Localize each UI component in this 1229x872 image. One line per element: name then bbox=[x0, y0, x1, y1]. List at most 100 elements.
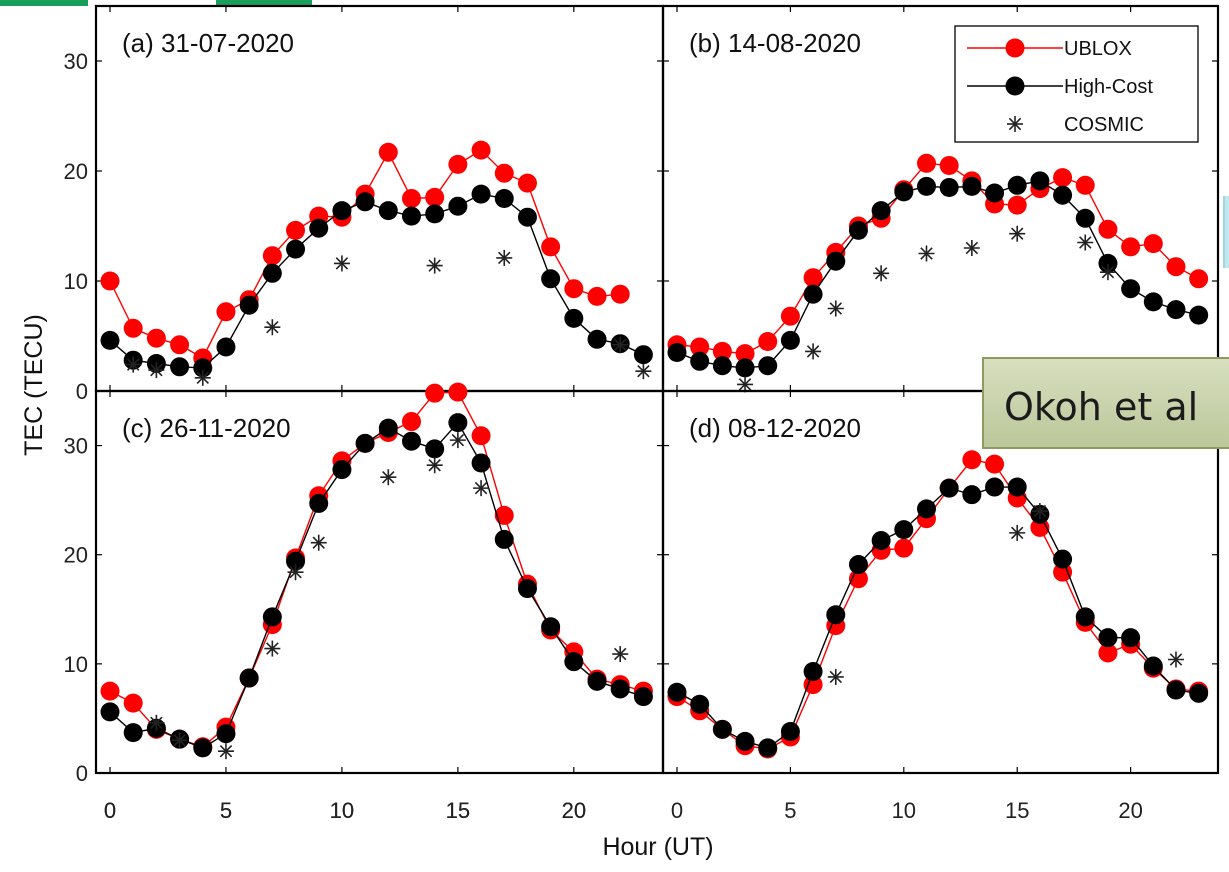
cosmic-point bbox=[827, 300, 844, 317]
high-cost-point bbox=[894, 182, 914, 202]
panel-title: (a) 31-07-2020 bbox=[122, 28, 294, 58]
y-tick-label: 20 bbox=[64, 543, 88, 568]
high-cost-point bbox=[1166, 680, 1186, 700]
corner-bar-green-left bbox=[0, 0, 88, 6]
high-cost-point bbox=[123, 723, 143, 743]
high-cost-point bbox=[1143, 292, 1163, 312]
x-tick-label: 0 bbox=[104, 798, 116, 823]
high-cost-point bbox=[286, 239, 306, 259]
high-cost-point bbox=[239, 668, 259, 688]
high-cost-point bbox=[425, 204, 445, 224]
high-cost-point bbox=[962, 485, 982, 505]
ublox-point bbox=[894, 538, 914, 558]
high-cost-point bbox=[564, 652, 584, 672]
cosmic-point bbox=[918, 245, 935, 262]
cosmic-point bbox=[1099, 264, 1116, 281]
high-cost-point bbox=[262, 607, 282, 627]
x-tick-label: 5 bbox=[784, 798, 796, 823]
high-cost-point bbox=[1121, 279, 1141, 299]
ublox-point bbox=[564, 279, 584, 299]
cosmic-point bbox=[310, 534, 327, 551]
high-cost-point bbox=[216, 337, 236, 357]
high-cost-point bbox=[494, 189, 514, 208]
legend-label: COSMIC bbox=[1064, 114, 1144, 136]
ublox-point bbox=[425, 187, 445, 207]
okoh-note-text: Okoh et al bbox=[1004, 385, 1199, 429]
high-cost-point bbox=[939, 178, 959, 197]
x-tick-label: 20 bbox=[1118, 798, 1142, 823]
cosmic-point bbox=[612, 336, 629, 353]
high-cost-point bbox=[517, 207, 537, 227]
ublox-point bbox=[100, 681, 120, 701]
high-cost-point bbox=[712, 719, 732, 739]
ublox-point bbox=[541, 237, 561, 257]
ublox-point bbox=[735, 344, 755, 364]
high-cost-point bbox=[758, 738, 778, 758]
high-cost-point bbox=[541, 617, 561, 637]
ublox-line bbox=[109, 149, 621, 359]
cosmic-point bbox=[635, 363, 652, 380]
cosmic-point bbox=[426, 457, 443, 474]
x-tick-label: 5 bbox=[220, 798, 232, 823]
ublox-line bbox=[109, 391, 644, 748]
ublox-point bbox=[758, 332, 778, 351]
high-cost-point bbox=[1143, 656, 1163, 676]
ublox-point bbox=[494, 505, 514, 525]
high-cost-point bbox=[471, 453, 491, 473]
ublox-point bbox=[1098, 219, 1118, 239]
high-cost-point bbox=[1053, 549, 1073, 569]
ublox-point bbox=[939, 156, 959, 175]
cosmic-point bbox=[194, 369, 211, 386]
ublox-point bbox=[1121, 237, 1141, 257]
x-tick-label: 10 bbox=[330, 798, 354, 823]
cosmic-point bbox=[264, 319, 281, 336]
ublox-point bbox=[401, 412, 421, 432]
ublox-point bbox=[170, 335, 190, 355]
high-cost-point bbox=[286, 551, 306, 571]
x-tick-label: 15 bbox=[446, 798, 470, 823]
cosmic-point bbox=[963, 240, 980, 256]
high-cost-point bbox=[355, 433, 375, 453]
ublox-point bbox=[448, 382, 468, 402]
high-cost-point bbox=[541, 269, 561, 289]
ublox-line bbox=[676, 162, 1199, 355]
ublox-point bbox=[146, 328, 166, 348]
high-cost-point bbox=[401, 431, 421, 451]
okoh-note-box: Okoh et al bbox=[982, 357, 1229, 449]
high-cost-point bbox=[448, 413, 468, 433]
ublox-point bbox=[985, 454, 1005, 474]
y-tick-label: 10 bbox=[64, 269, 88, 294]
high-cost-point bbox=[309, 218, 329, 238]
cosmic-point bbox=[1077, 234, 1094, 251]
high-cost-point bbox=[332, 201, 352, 221]
ublox-point bbox=[286, 220, 306, 240]
high-cost-point bbox=[1098, 628, 1118, 648]
high-cost-point bbox=[803, 284, 823, 304]
ublox-point bbox=[962, 450, 982, 470]
y-tick-label: 30 bbox=[64, 434, 88, 459]
high-cost-point bbox=[916, 176, 936, 196]
legend-cosmic-marker bbox=[1007, 116, 1023, 132]
high-cost-point bbox=[1030, 171, 1050, 191]
high-cost-point bbox=[100, 702, 120, 722]
high-cost-point bbox=[378, 201, 398, 221]
high-cost-point bbox=[667, 343, 687, 362]
high-cost-point bbox=[1007, 477, 1027, 497]
high-cost-point bbox=[425, 439, 445, 459]
ublox-point bbox=[610, 284, 630, 304]
panel-a: 0 5 10 15 20 0 10 20 30 (a) 31-07-2020 bbox=[64, 4, 665, 823]
x-tick-label: 5 bbox=[220, 798, 232, 823]
ublox-point bbox=[123, 318, 143, 338]
legend-marker bbox=[1005, 38, 1025, 58]
high-cost-point bbox=[712, 356, 732, 376]
ublox-point bbox=[1053, 562, 1073, 582]
corner-bar-green-right bbox=[216, 0, 312, 6]
cosmic-point bbox=[148, 714, 165, 731]
cosmic-point bbox=[1167, 651, 1184, 668]
panel-title: (d) 08-12-2020 bbox=[689, 413, 861, 443]
high-cost-point bbox=[216, 724, 236, 744]
high-cost-point bbox=[1053, 185, 1073, 205]
cosmic-point bbox=[1009, 225, 1026, 242]
x-tick-label: 15 bbox=[446, 798, 470, 823]
high-cost-point bbox=[494, 529, 514, 549]
